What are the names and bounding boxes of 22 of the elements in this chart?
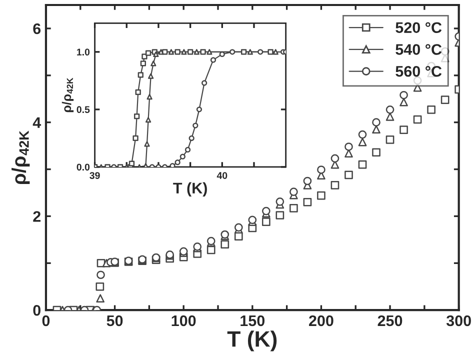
x-tick-label: 150 bbox=[240, 315, 265, 326]
y-tick-label: 0.5 bbox=[76, 106, 90, 114]
y-axis-title: ρ/ρ$_{42K}$ bbox=[12, 130, 30, 184]
y-tick-label: 0.0 bbox=[76, 164, 90, 171]
legend-label: 540 °C bbox=[396, 44, 442, 55]
legend-label: 520 °C bbox=[396, 22, 442, 34]
y-tick-label: 0 bbox=[33, 304, 40, 316]
x-tick-label: 200 bbox=[309, 315, 334, 326]
x-tick-label: 250 bbox=[378, 315, 402, 326]
y-tick-label: 4 bbox=[32, 117, 42, 128]
y-tick-label: 6 bbox=[33, 23, 41, 34]
x-tick-label: 100 bbox=[172, 315, 196, 326]
y-tick-label: 1.0 bbox=[77, 48, 90, 56]
x-tick-label: 0 bbox=[42, 315, 50, 326]
x-tick-label: 50 bbox=[106, 315, 123, 326]
x-tick-label: 40 bbox=[216, 172, 228, 179]
x-axis-title: T (K) bbox=[173, 182, 207, 197]
y-tick-label: 2 bbox=[33, 211, 41, 222]
x-tick-label: 39 bbox=[90, 172, 100, 179]
x-axis-title: T (K) bbox=[227, 330, 277, 352]
y-axis-title: ρ/ρ$_{42K}$ bbox=[62, 78, 74, 112]
x-tick-label: 300 bbox=[446, 315, 471, 326]
